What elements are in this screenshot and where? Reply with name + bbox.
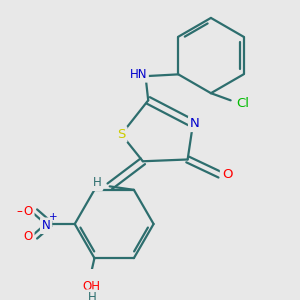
Text: +: + [49,212,58,222]
Text: H: H [87,291,96,300]
Text: H: H [93,176,101,189]
Text: O: O [222,168,232,181]
Text: O: O [23,205,33,218]
Text: HN: HN [130,68,147,81]
Text: Cl: Cl [237,98,250,110]
Text: N: N [190,117,200,130]
Text: OH: OH [83,280,101,293]
Text: S: S [117,128,125,141]
Text: O: O [23,230,33,243]
Text: N: N [42,219,50,232]
Text: –: – [16,205,22,218]
